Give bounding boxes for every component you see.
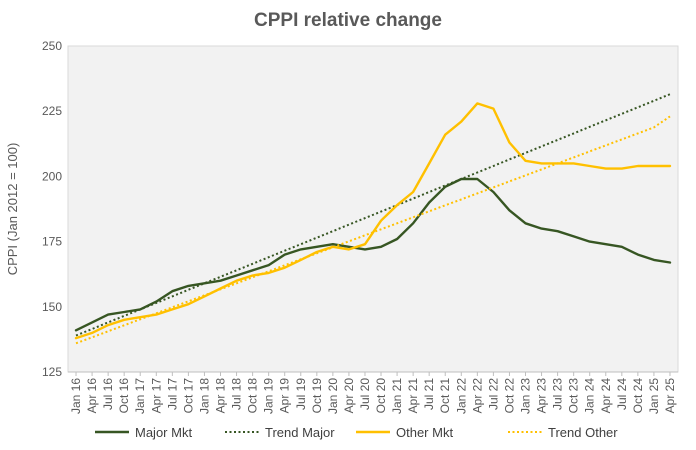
series-line-trend-other (75, 115, 671, 345)
x-tick-label: Apr 25 (663, 378, 677, 414)
x-tick-label: Oct 24 (631, 378, 645, 414)
y-tick-label: 200 (42, 169, 62, 183)
x-tick-label: Oct 19 (310, 378, 324, 414)
x-tick-label: Jul 16 (101, 378, 115, 410)
x-tick-label: Jul 22 (486, 378, 500, 410)
y-tick-label: 225 (42, 104, 62, 118)
x-tick-label: Jan 21 (390, 378, 404, 414)
x-tick-label: Jan 18 (197, 378, 211, 414)
y-tick-label: 175 (42, 235, 62, 249)
x-tick-label: Jan 17 (133, 378, 147, 414)
x-tick-label: Oct 20 (374, 378, 388, 414)
x-tick-label: Jan 25 (647, 378, 661, 414)
x-axis: Jan 16 Apr 16 Jul 16 Oct 16 Jan 17 Apr 17 Jul … (68, 371, 678, 414)
x-tick-label: Oct 17 (181, 378, 195, 414)
x-tick-label: Jan 22 (454, 378, 468, 414)
x-tick-label: Jul 20 (358, 378, 372, 410)
series-group (74, 93, 672, 345)
x-tick-label: Apr 23 (535, 378, 549, 414)
legend-label-trend-other: Trend Other (548, 425, 618, 440)
x-tick-label: Jan 23 (519, 378, 533, 414)
x-tick-label: Jul 21 (422, 378, 436, 410)
legend: Major Mkt Trend Major Other Mkt Trend Other (95, 425, 618, 440)
x-tick-label: Apr 17 (149, 378, 163, 414)
plot-area (67, 45, 679, 373)
legend-label-other-mkt: Other Mkt (396, 425, 453, 440)
x-tick-label: Jul 18 (230, 378, 244, 410)
series-line-other-mkt (74, 102, 672, 340)
x-tick-label: Apr 22 (470, 378, 484, 414)
y-tick-label: 250 (42, 39, 62, 53)
y-axis-label: CPPI (Jan 2012 = 100) (5, 143, 20, 276)
x-tick-label: Oct 21 (438, 378, 452, 414)
legend-label-major-mkt: Major Mkt (135, 425, 192, 440)
x-tick-label: Oct 18 (246, 378, 260, 414)
y-tick-label: 125 (42, 365, 62, 379)
x-tick-label: Apr 16 (85, 378, 99, 414)
legend-label-trend-major: Trend Major (265, 425, 335, 440)
y-axis: 125 150 175 200 225 250 (42, 39, 62, 379)
x-tick-label: Apr 20 (342, 378, 356, 414)
x-tick-label: Jul 24 (615, 378, 629, 410)
y-tick-label: 150 (42, 300, 62, 314)
x-tick-label: Jul 23 (551, 378, 565, 410)
x-tick-label: Jul 19 (294, 378, 308, 410)
x-tick-label: Jan 20 (326, 378, 340, 414)
x-tick-label: Jul 17 (165, 378, 179, 410)
x-tick-label: Apr 24 (599, 378, 613, 414)
series-line-trend-major (75, 93, 671, 337)
x-tick-label: Jan 24 (583, 378, 597, 414)
x-tick-label: Oct 16 (117, 378, 131, 414)
chart-title: CPPI relative change (254, 10, 442, 31)
x-tick-label: Oct 23 (567, 378, 581, 414)
x-tick-label: Apr 18 (214, 378, 228, 414)
series-line-major-mkt (74, 177, 672, 332)
x-tick-label: Jan 16 (69, 378, 83, 414)
x-tick-label: Jan 19 (262, 378, 276, 414)
x-tick-label: Apr 21 (406, 378, 420, 414)
x-tick-label: Apr 19 (278, 378, 292, 414)
x-tick-label: Oct 22 (502, 378, 516, 414)
